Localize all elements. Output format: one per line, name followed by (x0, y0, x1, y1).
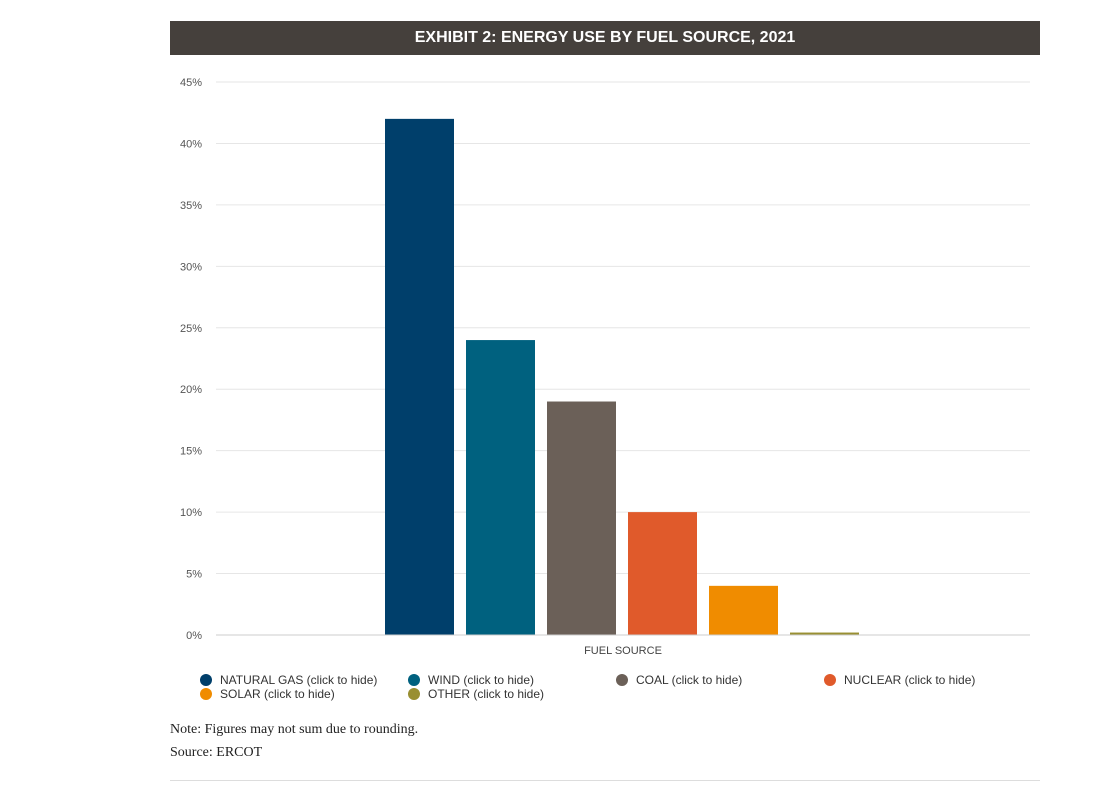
legend-label: WIND (click to hide) (428, 673, 535, 687)
legend-label: NUCLEAR (click to hide) (844, 673, 976, 687)
legend-label: OTHER (click to hide) (428, 687, 545, 701)
legend-item[interactable]: WIND (click to hide) (408, 673, 534, 687)
legend-item[interactable]: COAL (click to hide) (616, 673, 742, 687)
y-tick-label: 35% (180, 200, 202, 212)
bar-other[interactable] (790, 632, 859, 635)
y-tick-label: 5% (186, 569, 202, 581)
legend-item[interactable]: NATURAL GAS (click to hide) (200, 673, 377, 687)
x-axis-title: FUEL SOURCE (584, 645, 662, 657)
legend-dot-icon (408, 674, 420, 686)
legend-item[interactable]: SOLAR (click to hide) (200, 687, 335, 701)
legend-dot-icon (200, 688, 212, 700)
bars (385, 118, 859, 635)
y-tick-label: 20% (180, 384, 202, 396)
y-tick-label: 45% (180, 77, 202, 89)
bar-solar[interactable] (709, 585, 778, 635)
legend-label: SOLAR (click to hide) (220, 687, 335, 701)
y-tick-label: 30% (180, 261, 202, 273)
source-text: Source: ERCOT (170, 745, 263, 760)
divider (170, 780, 1040, 781)
bar-chart: 0% 5% 10% 15% 20% 25% 30% 35% 40% 45% FUEL SOURCE (180, 77, 1030, 657)
y-tick-label: 10% (180, 507, 202, 519)
legend-item[interactable]: NUCLEAR (click to hide) (824, 673, 975, 687)
legend-dot-icon (616, 674, 628, 686)
bar-nuclear[interactable] (628, 512, 697, 635)
y-tick-label: 40% (180, 138, 202, 150)
legend-label: NATURAL GAS (click to hide) (220, 673, 378, 687)
y-tick-label: 0% (186, 630, 202, 642)
y-tick-label: 25% (180, 323, 202, 335)
bar-wind[interactable] (466, 340, 535, 635)
legend-dot-icon (408, 688, 420, 700)
legend-label: COAL (click to hide) (636, 673, 743, 687)
chart-title: EXHIBIT 2: ENERGY USE BY FUEL SOURCE, 20… (170, 21, 1040, 55)
legend-dot-icon (200, 674, 212, 686)
bar-coal[interactable] (547, 401, 616, 635)
y-tick-label: 15% (180, 446, 202, 458)
legend-item[interactable]: OTHER (click to hide) (408, 687, 544, 701)
bar-natural-gas[interactable] (385, 118, 454, 635)
y-axis-ticks: 0% 5% 10% 15% 20% 25% 30% 35% 40% 45% (180, 77, 202, 642)
gridlines (216, 81, 1030, 575)
legend-dot-icon (824, 674, 836, 686)
note-text: Note: Figures may not sum due to roundin… (170, 722, 419, 737)
